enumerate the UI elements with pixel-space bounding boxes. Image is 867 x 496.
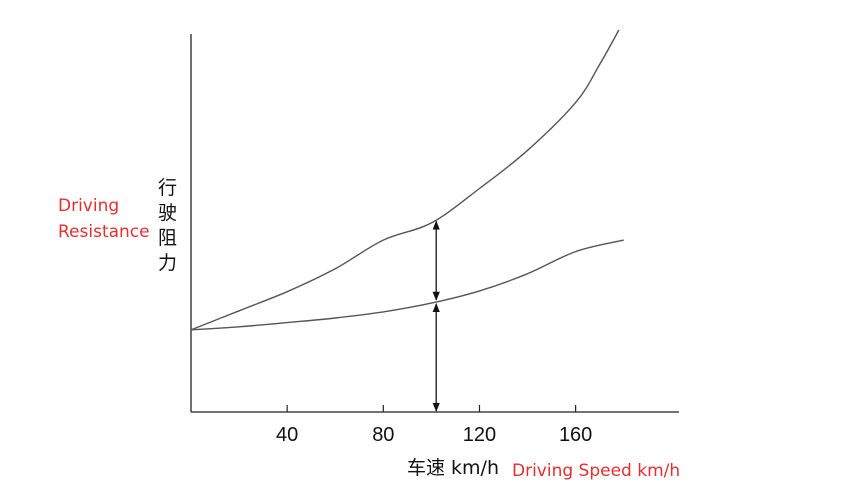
y-axis-label-en-line-1: Driving [58, 196, 119, 216]
curve-2 [190, 239, 624, 331]
x-tick-label: 80 [372, 424, 394, 446]
x-tick-label: 160 [559, 424, 592, 446]
y-label-char-3: 阻 [158, 227, 177, 249]
x-ticks: 40 80 120 160 [276, 405, 592, 446]
curves [190, 29, 624, 331]
x-axis-label-cn: 车速 km/h [407, 457, 499, 479]
y-axis-label-cn: 行 驶 阻 力 [158, 177, 177, 274]
y-label-char-2: 驶 [158, 202, 177, 224]
x-axis-label-en: Driving Speed km/h [512, 461, 680, 481]
x-tick-label: 40 [276, 424, 298, 446]
y-label-char-1: 行 [158, 177, 177, 199]
x-tick-label: 120 [463, 424, 496, 446]
y-axis-label-en-line-2: Resistance [58, 222, 150, 242]
curve-1 [190, 29, 620, 331]
y-label-char-4: 力 [158, 252, 177, 274]
